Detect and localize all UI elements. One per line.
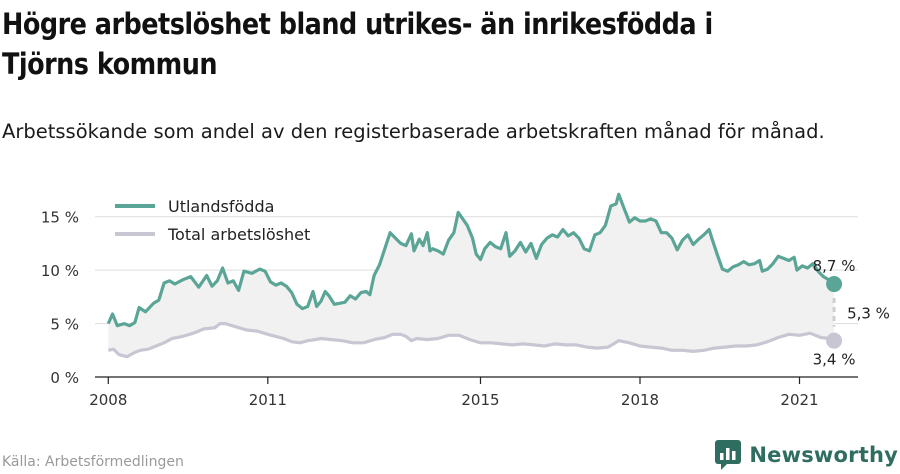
brand-logo: Newsworthy xyxy=(715,440,898,470)
end-label-total: 3,4 % xyxy=(813,351,856,369)
y-tick-label: 15 % xyxy=(41,209,79,227)
end-label-gap: 5,3 % xyxy=(847,304,890,322)
gap-area xyxy=(108,194,835,357)
series-line-foreign xyxy=(106,192,836,328)
axis-ticks: 0 % 5 % 10 % 15 % 2008 2011 2015 2018 2021 xyxy=(41,209,858,409)
y-tick-label: 5 % xyxy=(50,316,79,334)
page-title: Högre arbetslöshet bland utrikes- än inr… xyxy=(2,7,713,81)
end-label-foreign: 8,7 % xyxy=(813,257,856,275)
newsworthy-logo-icon xyxy=(715,440,742,470)
end-dot-foreign xyxy=(826,276,843,293)
line-chart: 0 % 5 % 10 % 15 % 2008 2011 2015 2018 2021 Utlan… xyxy=(41,192,890,409)
legend-label-total: Total arbetslöshet xyxy=(167,225,310,244)
x-tick-label: 2018 xyxy=(621,391,659,409)
y-tick-label: 10 % xyxy=(41,262,79,280)
y-tick-label: 0 % xyxy=(50,369,79,387)
source-note: Källa: Arbetsförmedlingen xyxy=(2,454,184,470)
end-annotations: 8,7 % 3,4 % 5,3 % xyxy=(813,257,890,369)
legend: Utlandsfödda Total arbetslöshet xyxy=(115,197,310,244)
legend-label-foreign: Utlandsfödda xyxy=(168,197,274,216)
page-subtitle: Arbetssökande som andel av den registerb… xyxy=(2,120,825,143)
x-tick-label: 2011 xyxy=(249,391,287,409)
x-tick-label: 2021 xyxy=(780,391,818,409)
x-tick-label: 2015 xyxy=(461,391,499,409)
series-line-total xyxy=(107,322,835,359)
brand-name: Newsworthy xyxy=(749,443,898,467)
end-dot-total xyxy=(826,332,843,349)
x-tick-label: 2008 xyxy=(89,391,127,409)
